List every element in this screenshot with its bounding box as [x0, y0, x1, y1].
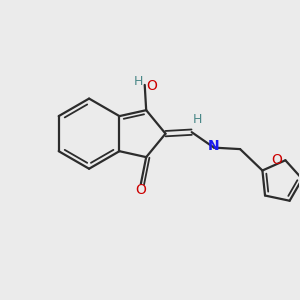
Text: O: O	[146, 80, 157, 93]
Text: O: O	[135, 183, 146, 197]
Text: N: N	[208, 140, 220, 153]
Text: H: H	[192, 113, 202, 126]
Text: H: H	[134, 75, 143, 88]
Text: O: O	[272, 153, 283, 167]
